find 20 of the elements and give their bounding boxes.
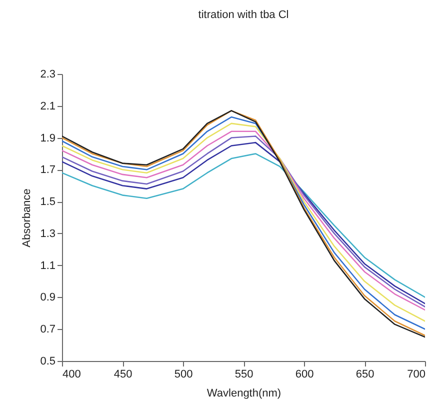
y-tick-label: 1.5 bbox=[40, 196, 56, 208]
y-tick-label: 0.9 bbox=[40, 292, 56, 304]
x-axis-title: Wavlength(nm) bbox=[206, 388, 282, 400]
x-tick-label: 700 bbox=[407, 368, 426, 380]
x-tick-label: 550 bbox=[234, 368, 254, 380]
x-tick-label: 500 bbox=[174, 368, 193, 380]
x-tick-label: 650 bbox=[356, 368, 374, 380]
y-tick-label: 1.9 bbox=[40, 132, 56, 144]
y-tick-label: 1.3 bbox=[40, 228, 56, 240]
y-tick-label: 1.1 bbox=[40, 260, 56, 272]
y-tick-label: 1.7 bbox=[40, 164, 56, 176]
x-tick-label: 400 bbox=[62, 368, 81, 380]
x-tick-label: 600 bbox=[295, 368, 314, 380]
y-tick-label: 0.5 bbox=[40, 356, 56, 368]
x-tick-label: 450 bbox=[114, 368, 132, 380]
y-tick-label: 2.1 bbox=[40, 100, 56, 112]
chart-title: titration with tba Cl bbox=[198, 9, 289, 21]
y-axis-title: Absorbance bbox=[21, 188, 34, 248]
y-tick-label: 0.7 bbox=[40, 324, 56, 336]
y-tick-label: 2.3 bbox=[40, 68, 56, 80]
